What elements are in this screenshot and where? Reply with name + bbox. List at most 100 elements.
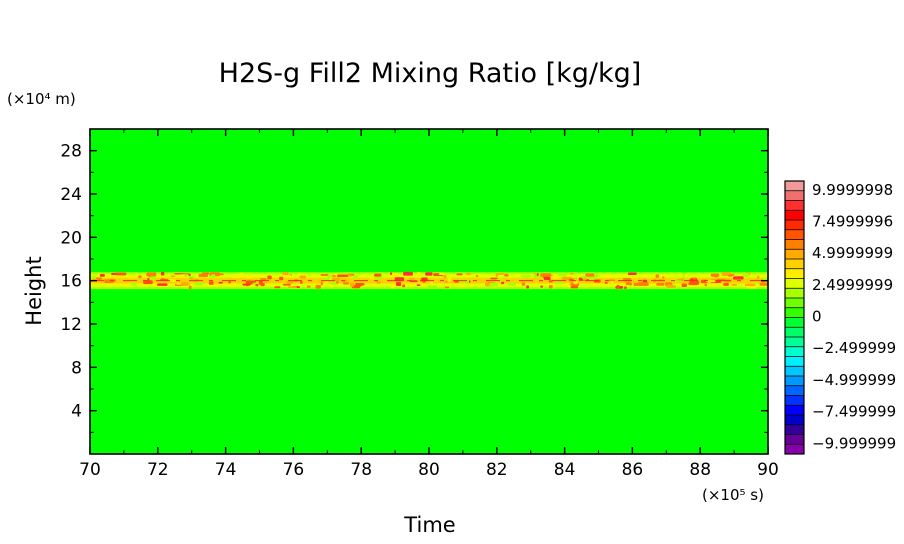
band-speckle [610, 280, 614, 284]
band-speckle [540, 273, 552, 277]
band-speckle [232, 275, 238, 279]
band-speckle [286, 281, 294, 284]
plot-area [89, 128, 769, 455]
colorbar-swatch [785, 366, 804, 377]
x-tick-label: 82 [486, 460, 508, 480]
band-speckle [543, 277, 551, 281]
colorbar-label: −7.499999 [812, 403, 896, 421]
band-speckle [111, 275, 122, 278]
band-speckle [428, 285, 437, 288]
band-speckle [259, 278, 267, 281]
x-tick-label: 84 [554, 460, 576, 480]
band-speckle [389, 272, 393, 276]
x-axis-label: Time [403, 513, 455, 537]
band-speckle [170, 275, 176, 278]
x-tick-label: 86 [622, 460, 644, 480]
band-speckle [570, 280, 573, 284]
band-speckle [521, 282, 526, 286]
colorbar-swatch [785, 444, 804, 455]
band-speckle [416, 284, 421, 287]
band-speckle [435, 286, 438, 289]
x-tick-label: 90 [757, 460, 779, 480]
band-speckle [429, 280, 434, 285]
band-speckle [550, 275, 560, 280]
band-speckle [681, 277, 684, 282]
band-speckle [753, 272, 757, 276]
band-speckle [299, 275, 307, 279]
band-speckle [685, 278, 689, 281]
colorbar-label: 9.9999998 [812, 181, 893, 199]
colorbar-frame [784, 180, 805, 455]
band-speckle [174, 272, 184, 275]
colorbar-swatch [785, 259, 804, 270]
band-speckle [213, 273, 224, 276]
band-speckle [282, 283, 291, 286]
x-tick-label: 78 [350, 460, 372, 480]
band-speckle [573, 278, 578, 281]
band-speckle [194, 282, 203, 286]
band-speckle [643, 274, 649, 276]
colorbar-label: −4.999999 [812, 371, 896, 389]
colorbar-swatch [785, 200, 804, 211]
band-speckle [322, 277, 331, 281]
band-speckle [349, 282, 355, 287]
band-speckle [258, 280, 263, 285]
band-speckle [629, 282, 632, 286]
y-tick-label: 4 [71, 402, 82, 422]
band-speckle [168, 279, 177, 282]
band-speckle [604, 281, 608, 284]
band-speckle [744, 283, 756, 286]
y-axis-label: Height [22, 256, 46, 325]
colorbar-label: −2.499999 [812, 339, 896, 357]
band-speckle [438, 273, 445, 275]
band-speckle [300, 280, 303, 284]
band-speckle [149, 276, 156, 280]
colorbar-label: 4.9999999 [812, 244, 893, 262]
band-speckle [184, 283, 190, 286]
colorbar-labels: 9.9999998 7.4999996 4.9999999 2.4999999 0 −2.… [812, 181, 896, 452]
band-speckle [681, 283, 687, 288]
band-speckle [495, 273, 499, 277]
band-speckle [267, 275, 272, 280]
band-speckle [264, 281, 268, 284]
x-unit-label: (×10⁵ s) [702, 486, 764, 504]
colorbar-swatch [785, 181, 804, 192]
band-speckle [287, 274, 292, 277]
band-speckle [228, 281, 232, 284]
band-speckle [99, 273, 105, 277]
band-speckle [625, 282, 631, 286]
colorbar-swatch [785, 307, 804, 318]
band-speckle [460, 284, 465, 288]
band-speckle [444, 286, 450, 289]
x-tick-label: 74 [215, 460, 237, 480]
y-axis: 4 8 12 16 20 24 28 [60, 142, 768, 433]
band-speckle [218, 281, 223, 284]
band-speckle [608, 279, 616, 282]
band-speckle [526, 285, 530, 289]
high-value-band [90, 271, 768, 290]
band-speckle [210, 274, 216, 279]
band-speckle [143, 280, 153, 285]
band-speckle [128, 275, 135, 279]
band-speckle [131, 282, 138, 286]
band-speckle [320, 274, 329, 276]
colorbar-swatch [785, 278, 804, 289]
band-speckle [391, 285, 395, 289]
band-speckle [239, 273, 244, 278]
band-speckle [728, 274, 733, 277]
band-speckle [489, 282, 499, 287]
band-speckle [374, 276, 383, 280]
band-speckle [623, 286, 627, 290]
colorbar-label: 7.4999996 [812, 212, 893, 230]
band-speckle [242, 283, 251, 286]
band-speckle [160, 272, 165, 276]
band-speckle [147, 278, 150, 281]
band-speckle [138, 275, 142, 279]
band-speckle [710, 273, 720, 277]
band-speckle [759, 282, 768, 286]
band-speckle [245, 274, 252, 279]
band-speckle [497, 272, 505, 275]
band-speckle [335, 281, 339, 284]
band-speckle [396, 282, 402, 286]
